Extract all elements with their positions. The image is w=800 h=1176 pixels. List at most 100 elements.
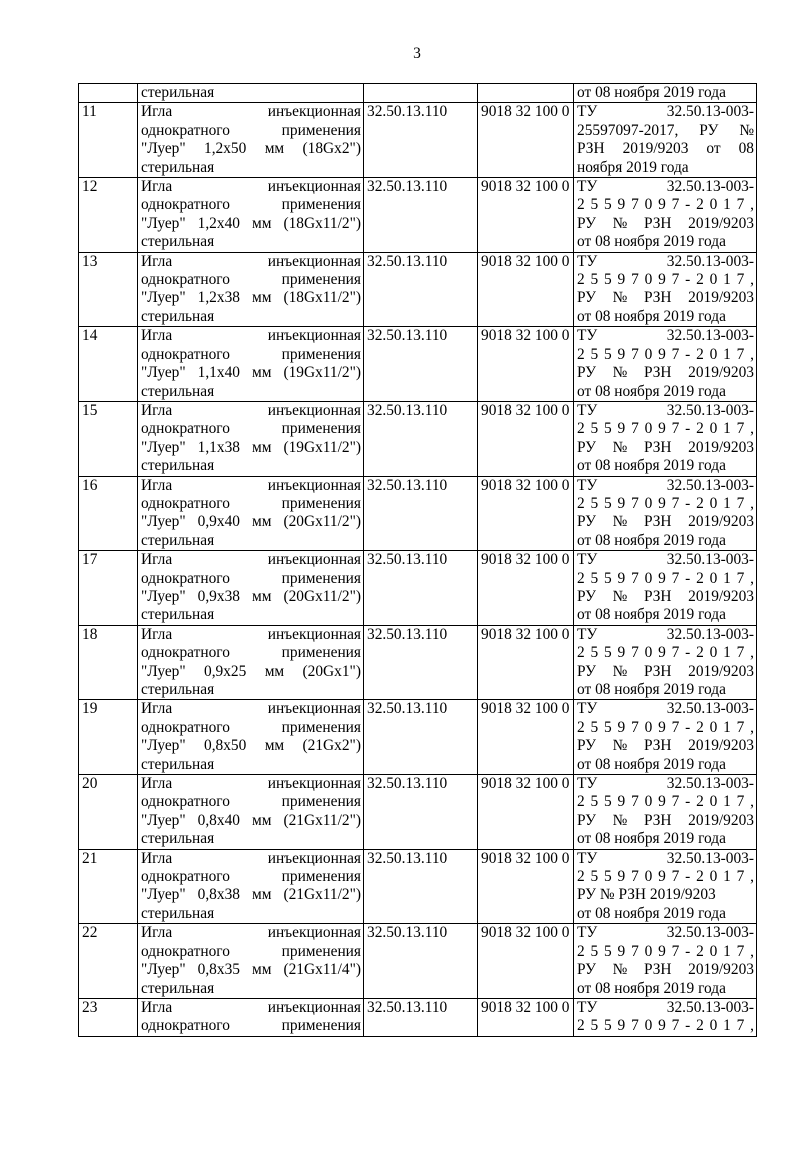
row-number-cell: 11 bbox=[78, 102, 138, 179]
text-line: от 08 ноября 2019 года bbox=[577, 531, 726, 549]
text-line: от 08 ноября 2019 года bbox=[577, 979, 726, 997]
table-row: 23 Игла инъекционная однократного применения… bbox=[78, 997, 757, 1037]
table-row: 16 Игла инъекционная однократного применения… bbox=[78, 475, 757, 552]
tnved-code-cell: 9018 32 100 0 bbox=[477, 251, 574, 328]
okpd2-code-cell: 32.50.13.110 bbox=[363, 923, 478, 999]
text-line: РЗН 2019/9203 от 08 bbox=[577, 140, 754, 158]
text-line: Игла инъекционная bbox=[141, 998, 361, 1016]
text-line: от 08 ноября 2019 года bbox=[577, 606, 726, 624]
tnved-code-cell: 9018 32 100 0 bbox=[477, 326, 574, 402]
row-number-cell: 19 bbox=[78, 699, 138, 776]
product-name-cell: Игла инъекционная однократного применения "Л… bbox=[137, 475, 364, 552]
okpd2-code-cell: 32.50.13.110 bbox=[363, 550, 478, 626]
text-line: "Луер" 1,1x38 мм (19Gx11/2") bbox=[141, 438, 361, 456]
row-number-cell: 12 bbox=[78, 177, 138, 253]
text-line: однократного применения bbox=[141, 494, 361, 512]
table-row: 15 Игла инъекционная однократного применения… bbox=[78, 400, 757, 477]
product-name-cell: Игла инъекционная однократного применения "Л… bbox=[137, 699, 364, 776]
text-line: "Луер" 0,8x35 мм (21Gx11/4") bbox=[141, 961, 361, 979]
product-name-cell: Игла инъекционная однократного применения bbox=[137, 997, 364, 1037]
tnved-code-cell: 9018 32 100 0 bbox=[477, 475, 574, 552]
tnved-code-cell bbox=[477, 82, 574, 104]
okpd2-code-cell: 32.50.13.110 bbox=[363, 774, 478, 850]
text-line: РУ № РЗН 2019/9203 bbox=[577, 587, 754, 605]
text-line: ТУ 32.50.13-003- bbox=[577, 924, 754, 942]
text-line: от 08 ноября 2019 года bbox=[577, 755, 726, 773]
table-row: 14 Игла инъекционная однократного применения… bbox=[78, 326, 757, 402]
text-line: от 08 ноября 2019 года bbox=[577, 233, 726, 251]
text-line: ТУ 32.50.13-003- bbox=[577, 476, 754, 494]
document-page: 3 стерильная от 08 ноября 2019 года 11 Игла… bbox=[0, 44, 800, 1176]
text-line: от 08 ноября 2019 года bbox=[577, 830, 726, 848]
text-line: Игла инъекционная bbox=[141, 551, 361, 569]
text-line: Игла инъекционная bbox=[141, 476, 361, 494]
text-line: РУ № РЗН 2019/9203 bbox=[577, 289, 754, 307]
product-name-cell: Игла инъекционная однократного применения "Л… bbox=[137, 923, 364, 999]
row-number-cell: 13 bbox=[78, 251, 138, 328]
okpd2-code-cell: 32.50.13.110 bbox=[363, 177, 478, 253]
text-line: ТУ 32.50.13-003- bbox=[577, 252, 754, 270]
text-line: от 08 ноября 2019 года bbox=[577, 84, 726, 101]
okpd2-code-cell: 32.50.13.110 bbox=[363, 848, 478, 925]
text-line: однократного применения bbox=[141, 121, 361, 139]
text-line: "Луер" 1,1x40 мм (19Gx11/2") bbox=[141, 364, 361, 382]
row-number-cell: 21 bbox=[78, 848, 138, 925]
text-line: РУ № РЗН 2019/9203 bbox=[577, 662, 754, 680]
row-number-cell: 17 bbox=[78, 550, 138, 626]
text-line: "Луер" 0,9x38 мм (20Gx11/2") bbox=[141, 587, 361, 605]
row-number-cell: 15 bbox=[78, 400, 138, 477]
tnved-code-cell: 9018 32 100 0 bbox=[477, 102, 574, 179]
product-name-cell: Игла инъекционная однократного применения "Л… bbox=[137, 774, 364, 850]
product-name-cell: Игла инъекционная однократного применения "Л… bbox=[137, 550, 364, 626]
row-number-cell: 14 bbox=[78, 326, 138, 402]
text-line: однократного применения bbox=[141, 942, 361, 960]
text-line: от 08 ноября 2019 года bbox=[577, 904, 726, 922]
product-name-cell: Игла инъекционная однократного применения "Л… bbox=[137, 326, 364, 402]
text-line: Игла инъекционная bbox=[141, 700, 361, 718]
okpd2-code-cell: 32.50.13.110 bbox=[363, 624, 478, 701]
okpd2-code-cell: 32.50.13.110 bbox=[363, 699, 478, 776]
text-line: ТУ 32.50.13-003- bbox=[577, 998, 754, 1016]
text-line: стерильная bbox=[141, 979, 215, 997]
text-line: ТУ 32.50.13-003- bbox=[577, 625, 754, 643]
text-line: однократного применения bbox=[141, 644, 361, 662]
text-line: ТУ 32.50.13-003- bbox=[577, 775, 754, 793]
text-line: "Луер" 1,2x50 мм (18Gx2") bbox=[141, 140, 361, 158]
text-line: ТУ 32.50.13-003- bbox=[577, 103, 754, 121]
text-line: стерильная bbox=[141, 830, 215, 848]
text-line: Игла инъекционная bbox=[141, 924, 361, 942]
text-line: Игла инъекционная bbox=[141, 327, 361, 345]
table-row: 12 Игла инъекционная однократного применения… bbox=[78, 177, 757, 253]
table-row: 20 Игла инъекционная однократного применения… bbox=[78, 774, 757, 850]
text-line: однократного применения bbox=[141, 793, 361, 811]
text-line: "Луер" 1,2x40 мм (18Gx11/2") bbox=[141, 214, 361, 232]
text-line: от 08 ноября 2019 года bbox=[577, 382, 726, 400]
text-line: РУ № РЗН 2019/9203 bbox=[577, 364, 754, 382]
text-line: стерильная bbox=[141, 606, 215, 624]
okpd2-code-cell: 32.50.13.110 bbox=[363, 326, 478, 402]
text-line: стерильная bbox=[141, 531, 215, 549]
text-line: Игла инъекционная bbox=[141, 775, 361, 793]
carryover-row: стерильная от 08 ноября 2019 года bbox=[78, 82, 757, 104]
text-line: ноября 2019 года bbox=[577, 158, 689, 176]
text-line: РУ № РЗН 2019/9203 bbox=[577, 961, 754, 979]
tnved-code-cell: 9018 32 100 0 bbox=[477, 699, 574, 776]
text-line: "Луер" 0,8x38 мм (21Gx11/2") bbox=[141, 886, 361, 904]
product-name-cell: Игла инъекционная однократного применения "Л… bbox=[137, 177, 364, 253]
